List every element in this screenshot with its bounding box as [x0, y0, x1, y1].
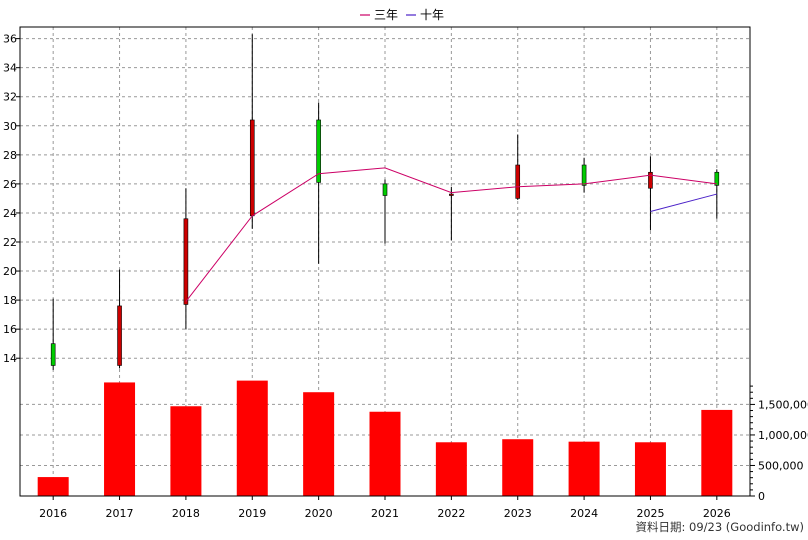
average-line	[185, 167, 717, 302]
legend-label: 三年	[374, 8, 398, 22]
price-tick-label: 30	[3, 120, 17, 133]
volume-tick-label: 0	[758, 490, 765, 503]
axes: 1416182022242628303234360500,0001,000,00…	[3, 26, 808, 520]
price-tick-label: 24	[3, 207, 17, 220]
year-tick-label: 2016	[39, 507, 67, 520]
year-tick-label: 2023	[504, 507, 532, 520]
legend-label: 十年	[420, 8, 444, 22]
candle-body	[183, 218, 189, 305]
candle-body	[515, 164, 521, 199]
volume-bar	[502, 439, 534, 496]
volume-bar	[369, 411, 401, 496]
candle-body	[581, 164, 587, 186]
year-tick-label: 2017	[106, 507, 134, 520]
price-tick-label: 36	[3, 33, 17, 46]
price-tick-label: 16	[3, 323, 17, 336]
candle-body	[714, 171, 720, 186]
average-line	[650, 193, 717, 212]
year-tick-label: 2024	[570, 507, 598, 520]
volume-tick-label: 500,000	[758, 459, 804, 472]
volume-bar	[236, 380, 268, 496]
volume-tick-label: 1,500,000	[758, 398, 808, 411]
year-tick-label: 2020	[305, 507, 333, 520]
price-tick-label: 14	[3, 352, 17, 365]
price-tick-label: 26	[3, 178, 17, 191]
candle-body	[316, 119, 321, 183]
year-tick-label: 2022	[437, 507, 465, 520]
price-tick-label: 34	[3, 62, 17, 75]
volume-bar	[435, 442, 467, 496]
volume-bar	[170, 406, 202, 496]
year-tick-label: 2021	[371, 507, 399, 520]
price-tick-label: 22	[3, 236, 17, 249]
candle-body	[449, 193, 454, 196]
candle-body	[117, 305, 122, 366]
volume-bar	[303, 392, 335, 496]
volume-bar	[568, 441, 600, 496]
price-tick-label: 32	[3, 91, 17, 104]
volume-bar	[701, 409, 733, 496]
volume-bars	[37, 380, 733, 496]
volume-bar	[634, 442, 666, 496]
legend: 三年 十年	[360, 8, 444, 22]
volume-bar	[37, 477, 69, 496]
year-tick-label: 2025	[636, 507, 664, 520]
candle-body	[249, 119, 255, 217]
candle-body	[50, 343, 56, 366]
grid-lines	[20, 27, 750, 496]
price-tick-label: 20	[3, 265, 17, 278]
year-tick-label: 2018	[172, 507, 200, 520]
candlesticks	[50, 34, 720, 370]
data-date-footer: 資料日期: 09/23 (Goodinfo.tw)	[635, 520, 804, 534]
price-tick-label: 18	[3, 294, 17, 307]
year-tick-label: 2026	[703, 507, 731, 520]
candle-body	[382, 183, 388, 196]
year-tick-label: 2019	[238, 507, 266, 520]
candle-body	[648, 171, 653, 189]
volume-tick-label: 1,000,000	[758, 429, 808, 442]
price-tick-label: 28	[3, 149, 17, 162]
average-lines	[185, 167, 717, 302]
volume-bar	[104, 382, 136, 496]
